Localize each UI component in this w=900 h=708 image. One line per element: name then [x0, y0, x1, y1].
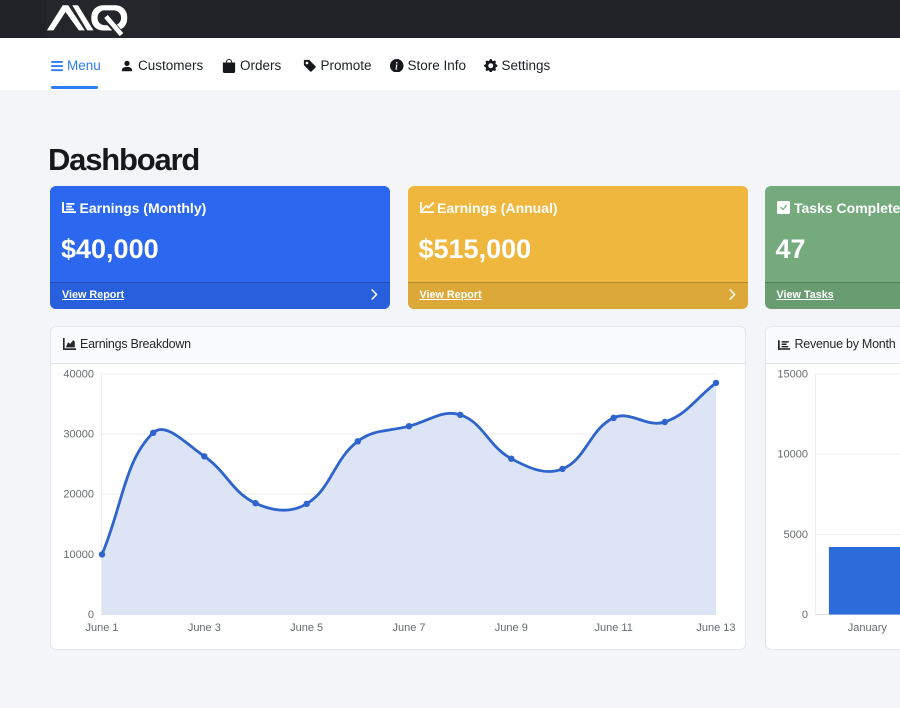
svg-text:0: 0: [88, 609, 94, 621]
svg-text:20000: 20000: [63, 489, 94, 501]
svg-text:10000: 10000: [777, 449, 808, 461]
svg-text:15000: 15000: [777, 369, 808, 381]
svg-text:10000: 10000: [63, 549, 94, 561]
svg-text:30000: 30000: [63, 429, 94, 441]
svg-text:June 9: June 9: [495, 622, 528, 634]
svg-text:40000: 40000: [63, 368, 94, 380]
svg-text:June 7: June 7: [392, 622, 425, 634]
svg-text:0: 0: [801, 609, 807, 621]
svg-text:June 5: June 5: [290, 622, 323, 634]
svg-text:June 3: June 3: [188, 622, 221, 634]
svg-text:June 1: June 1: [85, 622, 118, 634]
svg-text:5000: 5000: [783, 529, 807, 541]
svg-text:January: January: [847, 622, 887, 634]
svg-text:June 11: June 11: [594, 622, 632, 634]
svg-text:June 13: June 13: [696, 622, 735, 634]
